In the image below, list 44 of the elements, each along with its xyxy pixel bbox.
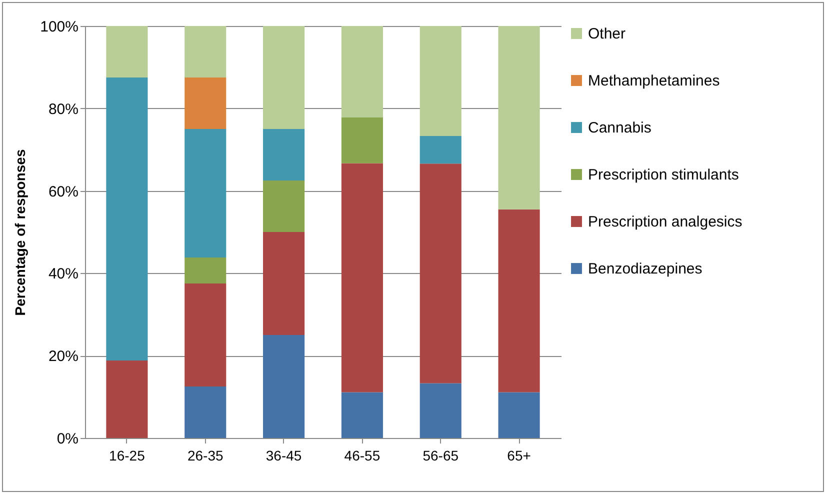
bar	[420, 383, 462, 438]
bar	[106, 360, 148, 438]
bar	[184, 284, 226, 386]
bar	[341, 163, 383, 392]
y-tick-label: 60%	[48, 183, 78, 200]
x-tick-label: 36-45	[266, 448, 302, 464]
y-tick-label: 80%	[48, 100, 78, 118]
bar	[498, 26, 540, 210]
legend-label: Prescription stimulants	[588, 166, 739, 184]
y-tick-label: 20%	[48, 348, 78, 366]
y-tick-label: 0%	[56, 430, 78, 448]
bar	[263, 180, 305, 232]
bar	[106, 26, 148, 78]
bar	[184, 258, 226, 284]
legend-label: Prescription analgesics	[588, 214, 742, 230]
bar	[420, 164, 462, 384]
x-tick-label: 16-25	[109, 448, 146, 464]
bar	[184, 26, 226, 78]
y-tick-label: 40%	[48, 266, 78, 283]
x-tick-label: 56-65	[422, 448, 459, 464]
bar	[498, 392, 540, 438]
bar	[420, 136, 462, 164]
bar	[498, 209, 540, 392]
legend-label: Methamphetamines	[588, 72, 720, 90]
legend-label: Other	[588, 26, 626, 42]
bar	[341, 26, 383, 118]
bar	[184, 386, 226, 438]
bar	[341, 392, 383, 438]
bar	[263, 26, 305, 129]
bar	[184, 78, 226, 129]
legend-label: Cannabis	[588, 120, 652, 136]
x-tick-label: 26-35	[187, 448, 224, 464]
bar	[263, 129, 305, 180]
bar	[341, 117, 383, 164]
y-tick-label: 100%	[40, 18, 78, 36]
y-axis-title: Percentage of responses	[12, 149, 28, 316]
bar	[263, 232, 305, 335]
bar	[420, 26, 462, 136]
bar	[263, 335, 305, 438]
x-tick-label: 65+	[507, 448, 531, 464]
x-tick-label: 46-55	[344, 448, 380, 464]
bar	[184, 129, 226, 258]
legend-label: Benzodiazepines	[588, 260, 702, 278]
bar	[106, 78, 148, 361]
